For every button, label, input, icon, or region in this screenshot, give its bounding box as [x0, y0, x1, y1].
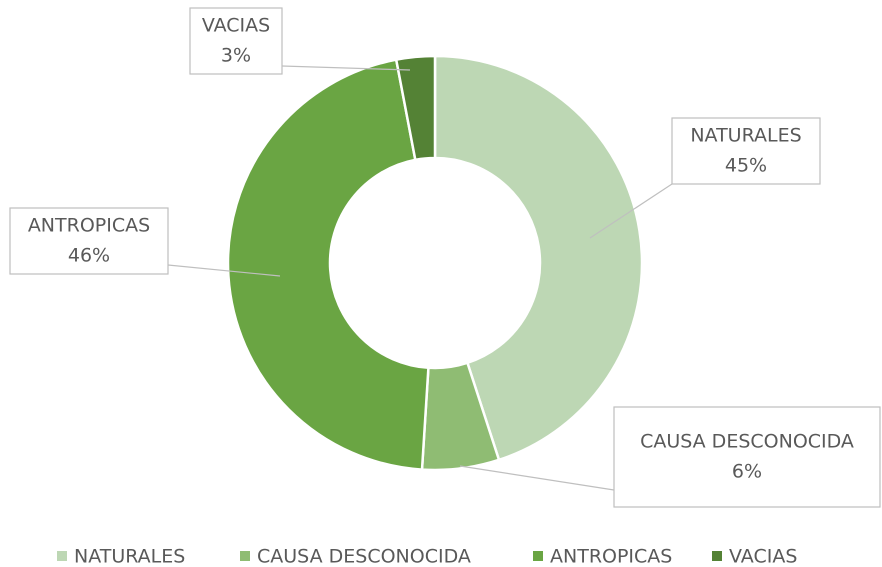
legend-label: VACIAS: [729, 546, 797, 567]
legend-swatch: [57, 551, 67, 561]
leader-line: [589, 183, 673, 239]
legend-swatch: [712, 551, 722, 561]
label-value: 3%: [221, 45, 251, 67]
leader-line: [459, 465, 615, 491]
donut-slice: [433, 54, 644, 462]
label-box: [9, 207, 169, 275]
label-name: CAUSA DESCONOCIDA: [640, 431, 854, 453]
label-box: [671, 117, 821, 185]
label-box: [189, 7, 283, 75]
label-name: NATURALES: [690, 125, 801, 147]
leader-line: [167, 264, 281, 277]
legend-swatch: [240, 551, 250, 561]
donut-slice: [226, 58, 430, 471]
label-value: 6%: [732, 461, 762, 483]
label-value: 46%: [68, 245, 110, 267]
donut-slice: [394, 54, 437, 162]
label-name: VACIAS: [202, 15, 270, 37]
legend-label: NATURALES: [74, 546, 185, 567]
label-box: [613, 406, 881, 508]
legend-label: CAUSA DESCONOCIDA: [257, 546, 471, 567]
legend-swatch: [533, 551, 543, 561]
legend-label: ANTROPICAS: [550, 546, 672, 567]
label-value: 45%: [725, 155, 767, 177]
leader-line: [281, 65, 411, 71]
label-name: ANTROPICAS: [28, 215, 150, 237]
